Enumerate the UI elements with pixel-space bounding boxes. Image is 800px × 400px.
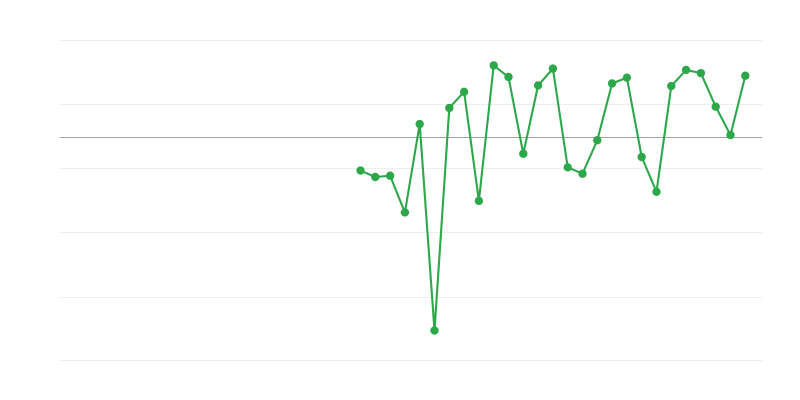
data-point: [726, 130, 735, 140]
data-point: [400, 208, 410, 217]
data-point: [578, 169, 587, 178]
data-point: [741, 71, 750, 80]
series-group: [356, 61, 750, 335]
series-markers-1: [356, 61, 750, 335]
data-point: [519, 149, 528, 158]
data-point: [593, 136, 602, 145]
data-point: [459, 87, 469, 97]
gridlines: [60, 40, 762, 361]
data-point: [548, 64, 558, 73]
data-point: [667, 81, 676, 91]
data-point: [607, 79, 617, 88]
data-point: [371, 172, 380, 182]
data-point: [474, 196, 484, 206]
data-point: [637, 152, 646, 162]
data-point: [622, 73, 632, 82]
data-point: [430, 326, 439, 335]
data-point: [681, 65, 691, 75]
data-point: [489, 61, 498, 70]
data-point: [696, 68, 706, 78]
data-point: [415, 119, 424, 129]
data-point: [563, 163, 572, 172]
data-point: [504, 72, 513, 82]
data-point: [711, 102, 720, 111]
data-point: [385, 171, 395, 180]
data-point: [533, 81, 543, 90]
data-point: [445, 103, 454, 113]
data-point: [652, 187, 661, 197]
data-point: [356, 166, 365, 175]
